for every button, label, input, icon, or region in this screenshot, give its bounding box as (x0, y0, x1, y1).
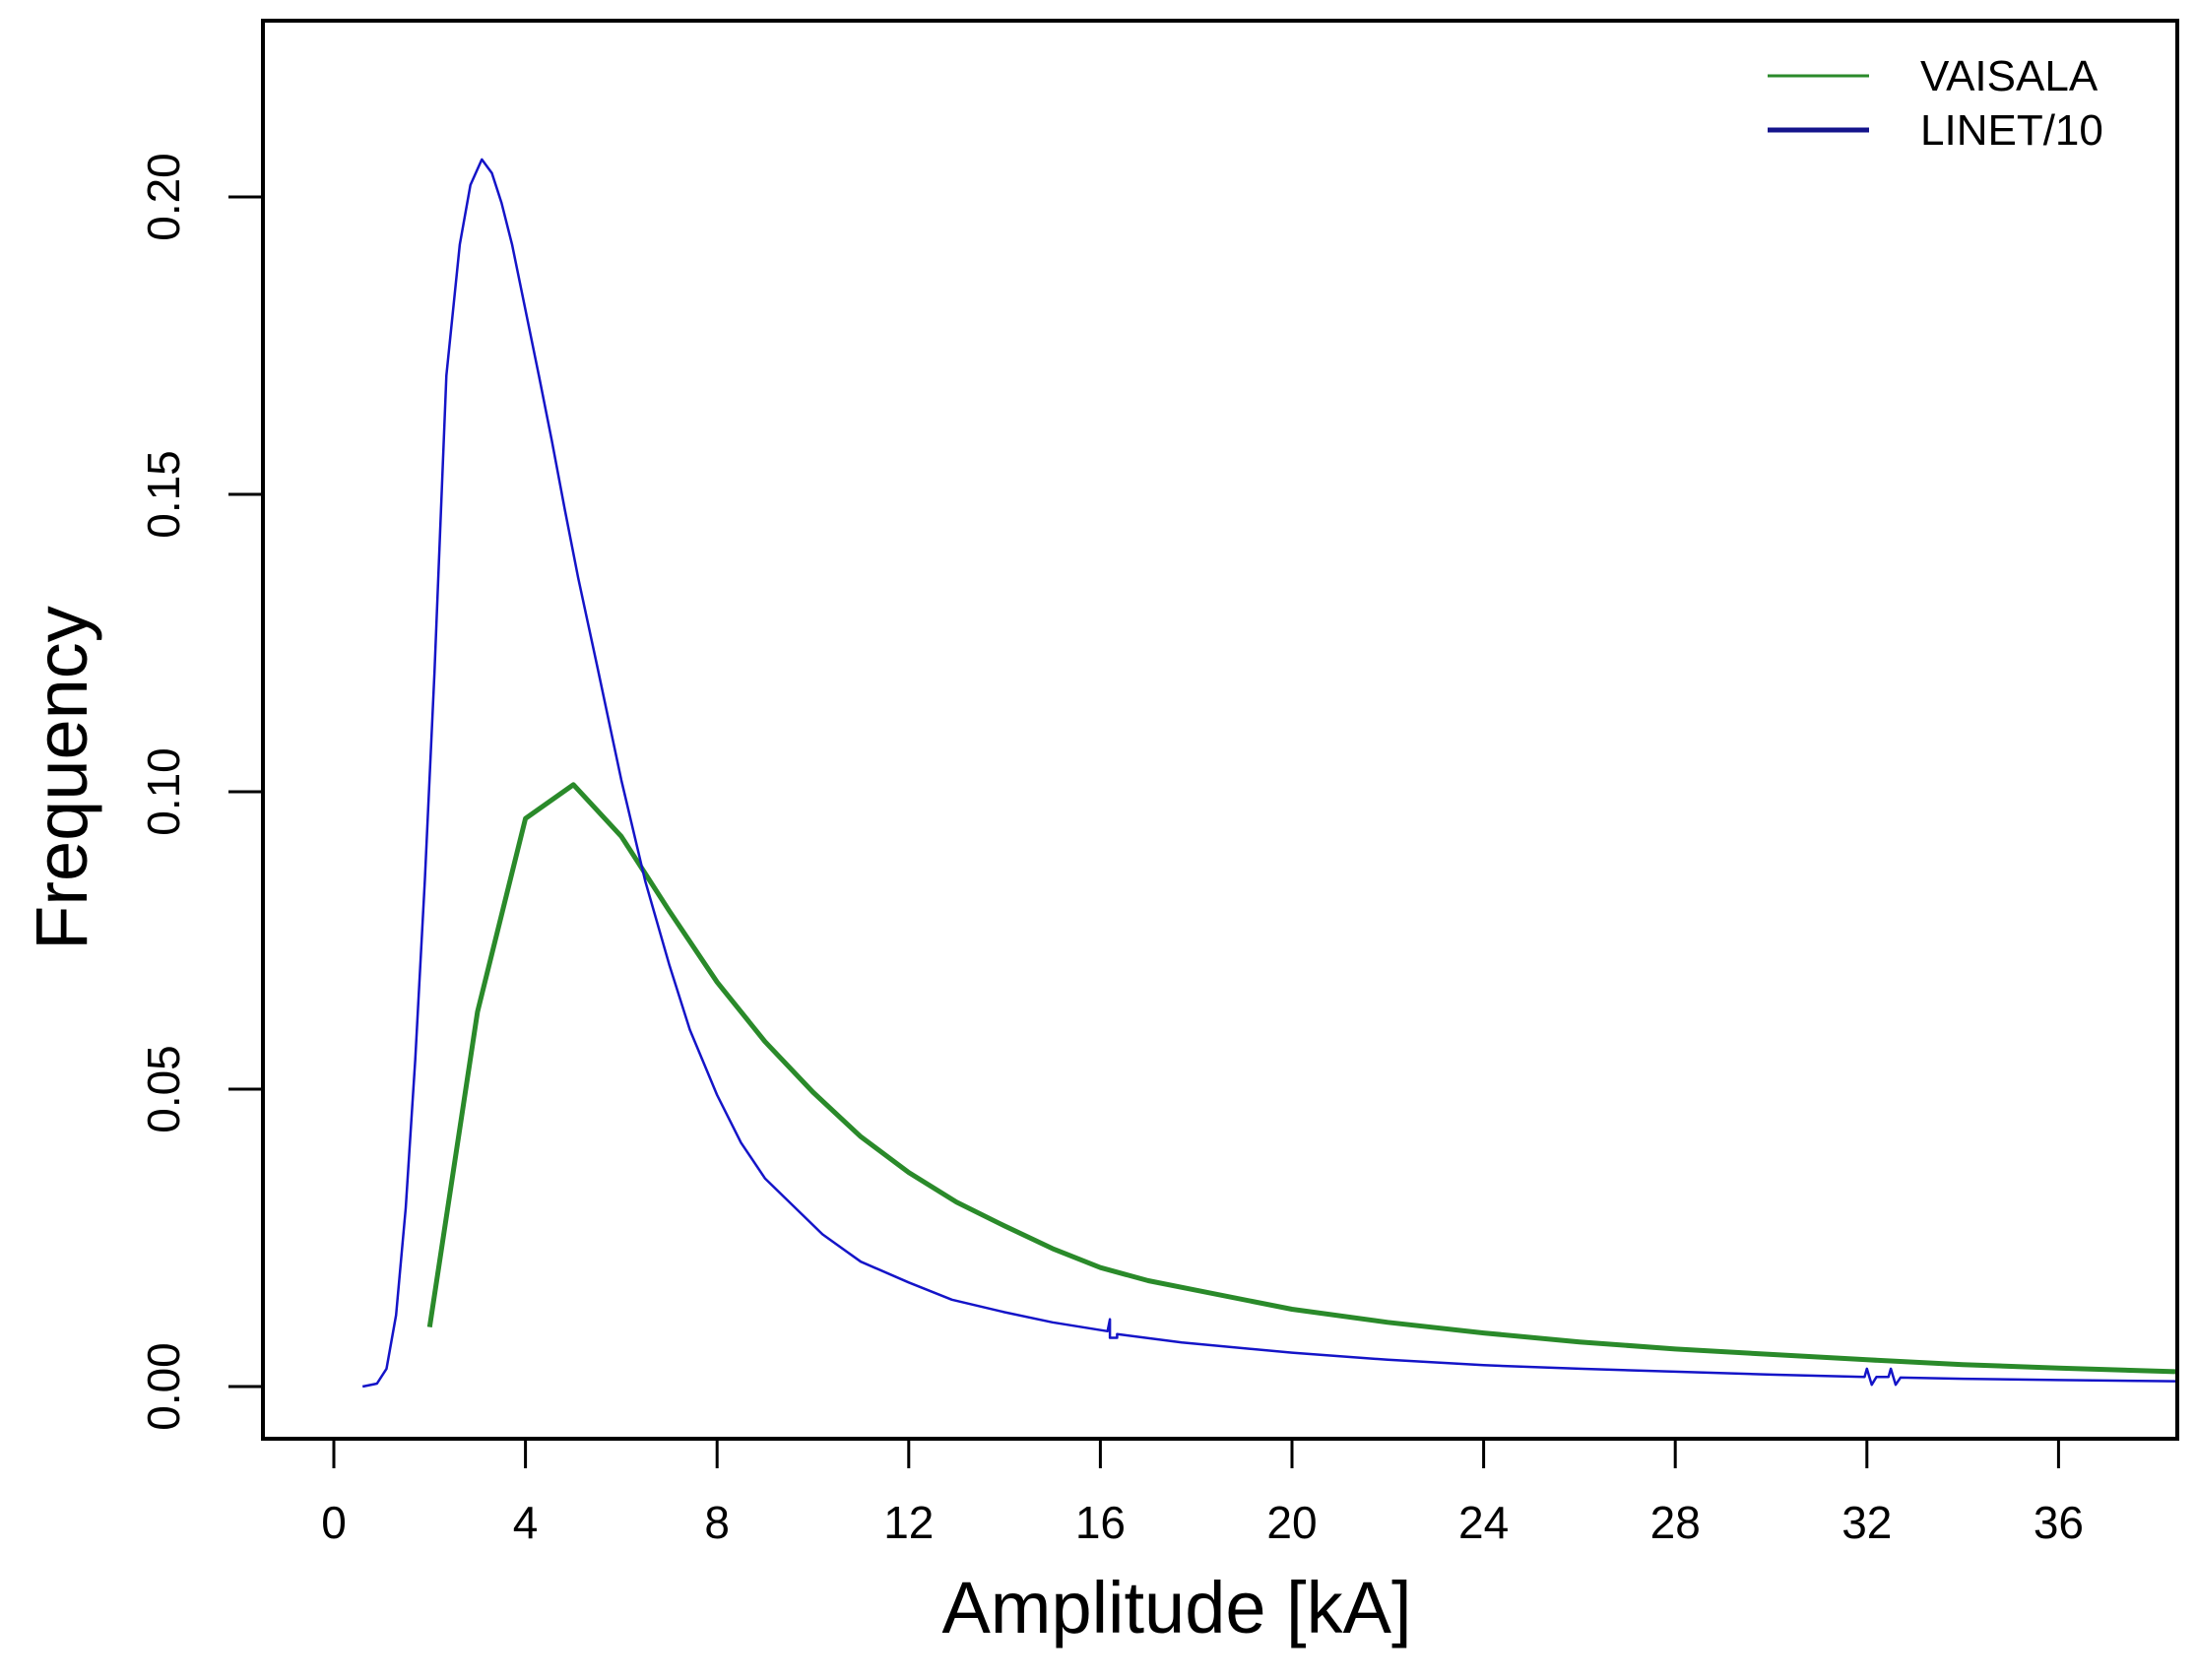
x-tick-label: 0 (321, 1497, 347, 1548)
legend-label-vaisala: VAISALA (1920, 52, 2099, 100)
x-tick-label: 4 (513, 1497, 539, 1548)
y-axis-title: Frequency (21, 606, 102, 950)
y-axis-ticks: 0.00 0.05 0.10 0.15 0.20 (138, 153, 263, 1431)
y-tick-label: 0.20 (138, 153, 189, 241)
x-axis-ticks: 0 4 8 12 16 20 24 28 32 36 (321, 1439, 2084, 1548)
x-tick-label: 20 (1266, 1497, 1317, 1548)
plot-frame (261, 19, 2179, 1441)
x-tick-label: 16 (1075, 1497, 1126, 1548)
series-line-vaisala (426, 782, 2176, 1375)
x-tick-label: 28 (1650, 1497, 1701, 1548)
x-tick-label: 32 (1841, 1497, 1892, 1548)
y-tick-label: 0.00 (138, 1342, 189, 1431)
x-tick-label: 8 (704, 1497, 730, 1548)
x-axis-title: Amplitude [kA] (941, 1567, 1411, 1648)
x-tick-label: 12 (883, 1497, 934, 1548)
x-tick-label: 36 (2034, 1497, 2084, 1548)
y-tick-label: 0.15 (138, 450, 189, 539)
legend-label-linet: LINET/10 (1920, 106, 2103, 155)
y-tick-label: 0.10 (138, 747, 189, 836)
series-layer (361, 158, 2176, 1389)
x-tick-label: 24 (1458, 1497, 1509, 1548)
y-tick-label: 0.05 (138, 1045, 189, 1133)
series-line-linet-10 (361, 158, 2176, 1389)
legend: VAISALA LINET/10 (1768, 52, 2103, 155)
